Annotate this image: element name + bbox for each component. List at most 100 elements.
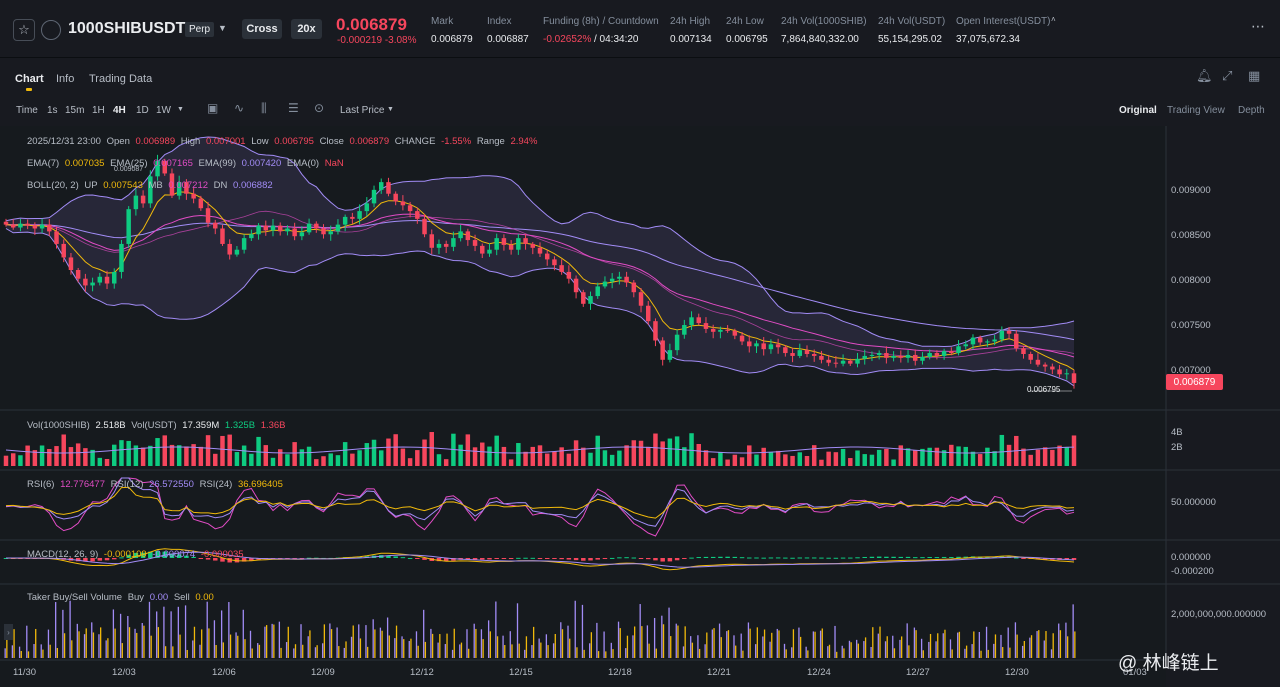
macd-hist-bar [422, 558, 427, 560]
interval-1h[interactable]: 1H [92, 105, 105, 116]
taker-sell-bar [381, 630, 383, 658]
candle-body [638, 292, 644, 306]
volume-bar [1021, 448, 1026, 466]
settings-sliders-icon[interactable]: ☰ [288, 101, 299, 115]
candle-body [39, 224, 45, 229]
replay-icon[interactable]: ⊙ [314, 101, 325, 115]
volume-bar [487, 446, 492, 466]
candle-body [47, 224, 52, 232]
taker-buy-bar [603, 631, 605, 658]
stat-label-vol-base: 24h Vol(1000SHIB) [781, 16, 867, 27]
taker-sell-bar [453, 628, 455, 658]
taker-buy-bar [257, 643, 259, 658]
tab-info[interactable]: Info [56, 73, 75, 85]
interval-1w[interactable]: 1W [156, 105, 171, 116]
taker-buy-bar [1072, 604, 1074, 658]
macd-hist-bar [768, 557, 774, 559]
volume-legend: Vol(1000SHIB) 2.518B Vol(USDT) 17.359M 1… [27, 420, 289, 431]
candle-type-icon[interactable]: ⫼ [261, 101, 267, 115]
taker-buy-bar [610, 642, 612, 658]
candle-body [61, 243, 66, 258]
taker-buy-bar [841, 645, 843, 658]
taker-sell-bar [785, 649, 787, 658]
taker-buy-bar [704, 644, 706, 658]
margin-mode-button[interactable]: Cross [242, 19, 282, 39]
candle-body [104, 276, 110, 284]
taker-buy-bar [1007, 627, 1009, 658]
interval-dropdown-icon[interactable]: ▼ [177, 106, 184, 113]
candle-body [869, 354, 875, 356]
taker-sell-bar [352, 625, 354, 658]
volume-bar [133, 445, 139, 466]
candle-body [1021, 348, 1026, 354]
view-depth[interactable]: Depth [1238, 105, 1265, 116]
taker-sell-bar [908, 645, 910, 658]
interval-1d[interactable]: 1D [136, 105, 149, 116]
calendar-icon[interactable]: ▣ [207, 101, 219, 115]
view-trading-view[interactable]: Trading View [1167, 105, 1225, 116]
volume-bar [169, 444, 175, 466]
taker-buy-bar [718, 623, 721, 658]
candle-body [602, 281, 608, 287]
macd-hist-bar [566, 558, 572, 560]
macd-hist-bar [176, 554, 182, 558]
info-caret-icon[interactable]: ˄ [1051, 15, 1056, 24]
interval-4h[interactable]: 4H [113, 105, 126, 116]
tab-trading-data[interactable]: Trading Data [89, 73, 153, 85]
leverage-button[interactable]: 20x [291, 19, 322, 39]
volume-bar [350, 453, 355, 466]
macd-hist-bar [104, 558, 110, 561]
volume-bar [148, 445, 153, 466]
price-type-selector[interactable]: Last Price [340, 105, 385, 116]
boll-lower-line [5, 228, 1075, 387]
candle-body [90, 282, 95, 286]
ema-legend: EMA(7) 0.007035 EMA(25) 0.007165 EMA(99)… [27, 158, 347, 169]
candle-body [162, 160, 167, 174]
price-tick-4: 0.007500 [1171, 320, 1211, 331]
expand-icon[interactable]: ⤢ [1222, 68, 1233, 83]
favorite-star-icon[interactable]: ☆ [13, 19, 35, 41]
alert-bell-icon[interactable]: 🔔︎ [1196, 68, 1213, 83]
vol-tick-2: 2B [1171, 442, 1183, 453]
price-type-dropdown-icon[interactable]: ▼ [387, 106, 394, 113]
more-menu-icon[interactable]: ⋯ [1251, 18, 1265, 34]
scroll-left-icon[interactable]: › [4, 624, 13, 640]
macd-hist-bar [357, 556, 362, 558]
symbol-name[interactable]: 1000SHIBUSDT [68, 20, 186, 37]
interval-15m[interactable]: 15m [65, 105, 85, 116]
volume-bar [162, 435, 167, 466]
taker-buy-bar [293, 648, 295, 658]
interval-time[interactable]: Time [16, 105, 38, 116]
volume-bar [992, 451, 997, 466]
view-original[interactable]: Original [1119, 105, 1157, 116]
candle-body [1014, 333, 1019, 349]
taker-buy-bar [213, 620, 216, 658]
ema25-line [5, 213, 1075, 358]
taker-buy-bar [733, 635, 735, 658]
taker-buy-bar [957, 632, 959, 658]
macd-hist-bar [884, 556, 889, 558]
taker-buy-bar [235, 632, 237, 658]
volume-bar [364, 443, 370, 466]
candle-body [833, 362, 839, 364]
taker-buy-bar [913, 627, 916, 658]
taker-buy-bar [920, 638, 923, 658]
symbol-dropdown-icon[interactable]: ▼ [218, 23, 227, 33]
volume-bar [768, 452, 774, 466]
candle-body [112, 271, 117, 284]
volume-bar [47, 448, 52, 466]
tab-chart[interactable]: Chart [15, 73, 44, 85]
interval-1s[interactable]: 1s [47, 105, 58, 116]
taker-sell-bar [208, 628, 210, 658]
taker-sell-bar [821, 628, 823, 658]
indicator-chart-icon[interactable]: ∿ [234, 101, 245, 115]
taker-sell-bar [78, 631, 80, 658]
taker-sell-bar [929, 633, 932, 658]
grid-layout-icon[interactable]: ▦ [1248, 68, 1261, 83]
volume-bar [1071, 435, 1077, 466]
taker-sell-bar [410, 638, 412, 658]
taker-sell-bar [92, 632, 95, 658]
macd-hist-bar [631, 557, 637, 559]
candle-body [364, 203, 370, 212]
